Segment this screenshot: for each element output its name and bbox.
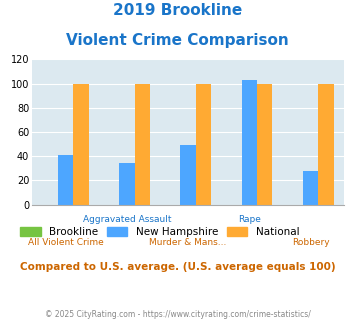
Bar: [58, 155, 73, 205]
Bar: [73, 83, 89, 205]
Text: Aggravated Assault: Aggravated Assault: [83, 214, 171, 223]
Bar: [135, 83, 150, 205]
Bar: [180, 145, 196, 205]
Text: 2019 Brookline: 2019 Brookline: [113, 3, 242, 18]
Text: Robbery: Robbery: [292, 238, 329, 247]
Text: © 2025 CityRating.com - https://www.cityrating.com/crime-statistics/: © 2025 CityRating.com - https://www.city…: [45, 310, 310, 319]
Bar: [303, 171, 318, 205]
Text: Compared to U.S. average. (U.S. average equals 100): Compared to U.S. average. (U.S. average …: [20, 262, 335, 272]
Legend: Brookline, New Hampshire, National: Brookline, New Hampshire, National: [16, 223, 304, 242]
Bar: [257, 83, 272, 205]
Bar: [242, 80, 257, 205]
Bar: [196, 83, 211, 205]
Text: Violent Crime Comparison: Violent Crime Comparison: [66, 33, 289, 48]
Bar: [318, 83, 334, 205]
Text: Murder & Mans...: Murder & Mans...: [149, 238, 227, 247]
Text: All Violent Crime: All Violent Crime: [28, 238, 104, 247]
Bar: [119, 163, 135, 205]
Text: Rape: Rape: [238, 214, 261, 223]
